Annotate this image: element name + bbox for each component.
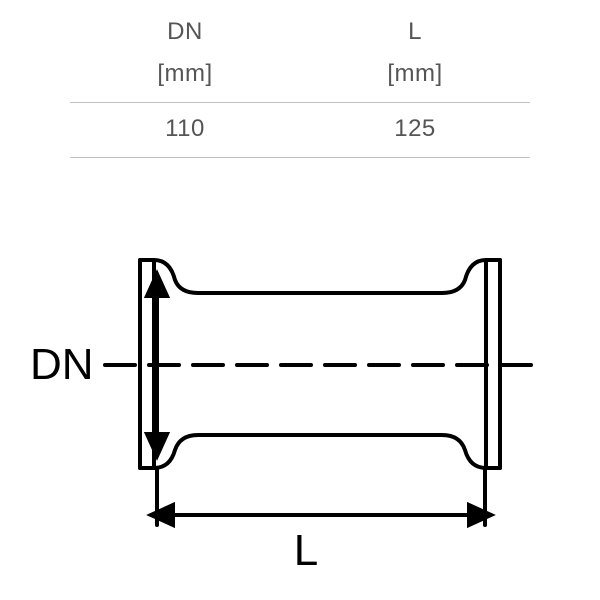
table-header-row: DN L (70, 10, 530, 54)
cell-l: 125 (300, 103, 530, 157)
pipe-diagram: DN L (0, 225, 600, 585)
table-row: 110 125 (70, 103, 530, 157)
dim-l-icon (151, 470, 491, 525)
col-unit-l: [mm] (300, 54, 530, 102)
dim-l-label: L (294, 526, 318, 575)
table-rule (70, 157, 530, 158)
page: DN L [mm] [mm] 110 125 (0, 0, 600, 600)
col-unit-dn: [mm] (70, 54, 300, 102)
dim-dn-label: DN (30, 340, 94, 389)
dimension-table: DN L [mm] [mm] 110 125 (70, 10, 530, 158)
table-units-row: [mm] [mm] (70, 54, 530, 102)
pipe-outline-icon (105, 260, 540, 468)
cell-dn: 110 (70, 103, 300, 157)
col-header-dn: DN (70, 10, 300, 54)
col-header-l: L (300, 10, 530, 54)
